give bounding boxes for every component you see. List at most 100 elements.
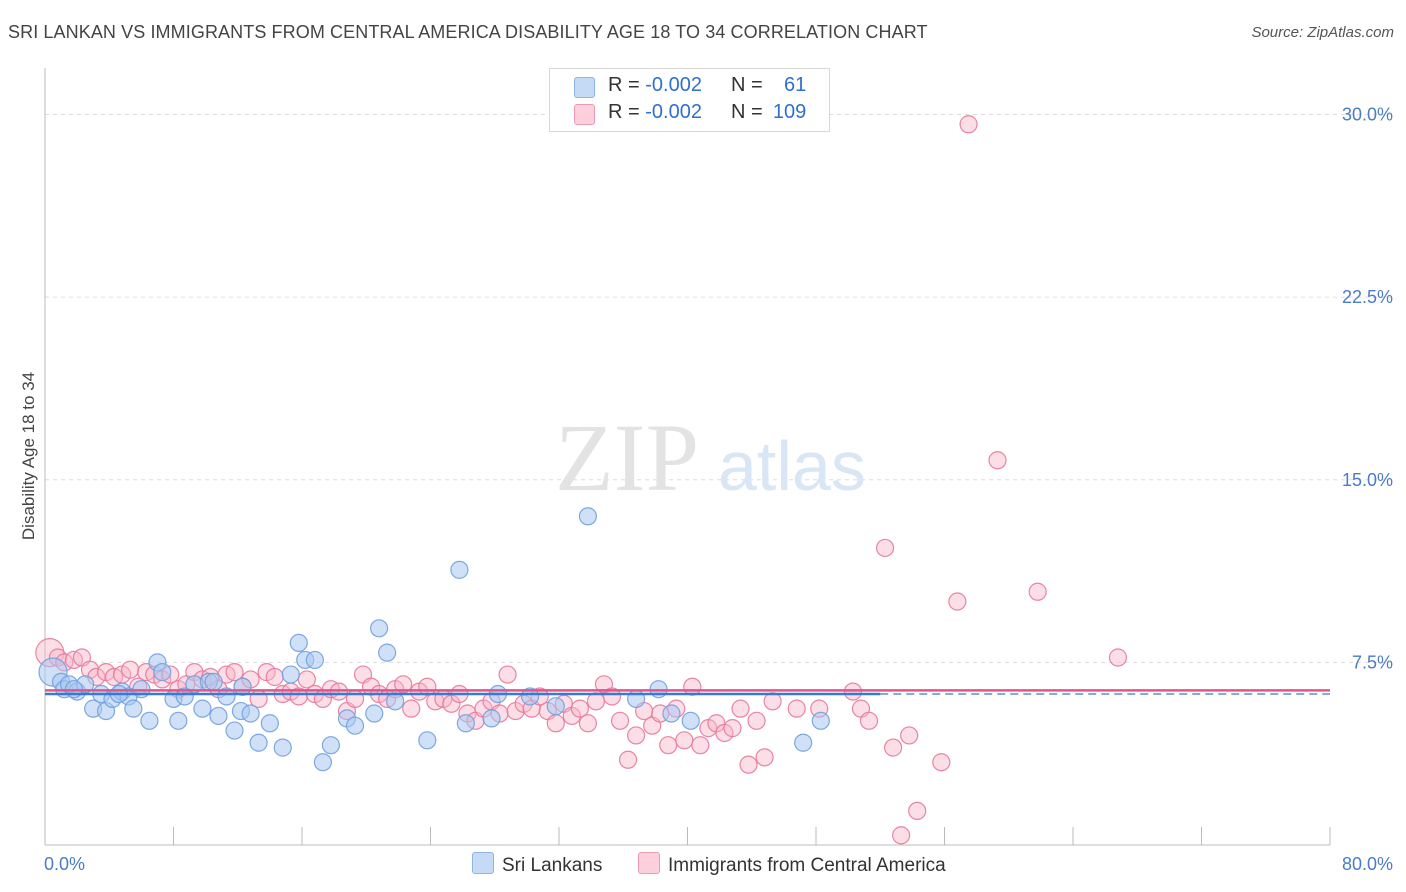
data-point-sri-lankans	[225, 721, 244, 740]
legend-r-value: -0.002	[645, 74, 702, 96]
legend-row-sri-lankans: R = -0.002 N = 61	[550, 74, 829, 100]
data-point-sri-lankans	[289, 633, 308, 653]
x-tick-label: 80.0%	[1342, 854, 1393, 874]
chart-title: SRI LANKAN VS IMMIGRANTS FROM CENTRAL AM…	[8, 22, 928, 42]
y-tick-label: 15.0%	[1342, 470, 1393, 490]
data-point-sri-lankans	[482, 709, 501, 728]
data-point-immigrants	[675, 731, 694, 750]
data-point-immigrants	[900, 726, 919, 745]
data-point-sri-lankans	[681, 711, 700, 730]
data-point-sri-lankans	[546, 697, 565, 716]
data-point-sri-lankans	[313, 753, 332, 772]
data-point-sri-lankans	[241, 704, 260, 723]
legend-n-value: 61	[784, 74, 807, 96]
data-point-immigrants	[908, 801, 927, 821]
y-tick-label: 30.0%	[1342, 105, 1393, 125]
data-point-sri-lankans	[175, 687, 194, 706]
data-point-sri-lankans	[520, 687, 540, 706]
legend-n-value: 109	[772, 101, 807, 123]
data-point-immigrants	[570, 699, 589, 718]
source-label: Source: ZipAtlas.com	[1251, 24, 1394, 41]
data-point-sri-lankans	[321, 736, 341, 755]
data-point-immigrants	[739, 755, 758, 774]
watermark: ZIP atlas	[555, 404, 866, 511]
data-point-sri-lankans	[365, 704, 384, 723]
data-point-immigrants	[121, 660, 140, 679]
x-tick-label: 0.0%	[44, 854, 85, 874]
data-point-immigrants	[602, 687, 622, 706]
data-point-immigrants	[683, 677, 702, 696]
legend-swatch-immigrants	[574, 104, 595, 125]
data-point-sri-lankans	[662, 704, 681, 723]
data-point-immigrants	[498, 665, 517, 684]
legend-r-label: R =	[608, 74, 646, 96]
data-point-immigrants	[578, 714, 598, 733]
legend-swatch-sri-lankans	[574, 77, 595, 98]
data-point-sri-lankans	[281, 665, 300, 684]
data-point-immigrants	[932, 753, 951, 772]
data-point-sri-lankans	[794, 733, 813, 752]
data-point-immigrants	[883, 738, 903, 757]
data-point-immigrants	[618, 750, 638, 769]
data-point-immigrants	[787, 699, 806, 718]
data-point-sri-lankans	[140, 711, 159, 730]
bottom-legend-swatch-immigrants	[638, 852, 660, 874]
trend-lines	[45, 689, 1330, 696]
data-point-sri-lankans	[456, 714, 475, 733]
bottom-legend-sri-lankans: Sri Lankans	[472, 852, 602, 877]
legend-r-value: -0.002	[645, 101, 702, 123]
data-point-sri-lankans	[204, 672, 223, 691]
bottom-legend-swatch-sri-lankans	[472, 852, 494, 874]
data-point-sri-lankans	[386, 692, 405, 711]
data-point-sri-lankans	[578, 507, 598, 526]
correlation-legend: R = -0.002 N = 61 R = -0.002 N = 109	[549, 68, 830, 132]
data-point-sri-lankans	[169, 711, 188, 730]
data-point-sri-lankans	[378, 643, 397, 662]
data-point-immigrants	[892, 826, 911, 845]
data-point-immigrants	[1108, 648, 1128, 667]
data-point-sri-lankans	[450, 560, 469, 579]
data-point-immigrants	[659, 736, 678, 755]
bottom-legend-label-sri-lankans: Sri Lankans	[502, 855, 603, 876]
legend-r-label: R =	[608, 101, 646, 123]
y-axis-title: Disability Age 18 to 34	[19, 372, 38, 540]
data-point-sri-lankans	[305, 650, 324, 670]
data-point-sri-lankans	[370, 619, 389, 638]
data-point-immigrants	[546, 714, 565, 733]
data-point-immigrants	[225, 663, 244, 682]
data-point-sri-lankans	[153, 663, 172, 682]
data-point-sri-lankans	[811, 711, 830, 730]
data-point-immigrants	[859, 711, 879, 730]
data-point-sri-lankans	[124, 699, 143, 718]
data-point-immigrants	[723, 719, 742, 738]
data-point-sri-lankans	[249, 733, 268, 752]
data-point-immigrants	[959, 115, 978, 134]
axis-labels: 7.5% 15.0% 22.5% 30.0% 0.0% 80.0% Disability A…	[19, 105, 1393, 874]
data-point-sri-lankans	[345, 716, 365, 735]
data-point-sri-lankans	[260, 714, 279, 733]
data-point-immigrants	[1028, 582, 1047, 601]
data-point-immigrants	[691, 736, 710, 755]
data-point-immigrants	[265, 667, 284, 687]
data-point-immigrants	[626, 726, 646, 745]
data-point-sri-lankans	[209, 706, 228, 726]
bottom-legend-immigrants: Immigrants from Central America	[638, 852, 946, 877]
data-point-immigrants	[763, 692, 782, 711]
grid-lines	[45, 114, 1392, 663]
data-point-sri-lankans	[418, 731, 437, 750]
data-point-sri-lankans	[233, 677, 252, 696]
data-point-immigrants	[875, 538, 895, 558]
data-point-immigrants	[610, 711, 630, 730]
legend-row-immigrants: R = -0.002 N = 109	[550, 101, 829, 127]
watermark-atlas: atlas	[718, 427, 866, 505]
data-point-immigrants	[988, 451, 1007, 470]
data-point-immigrants	[586, 692, 606, 711]
data-point-immigrants	[731, 699, 750, 718]
data-point-immigrants	[747, 711, 766, 730]
legend-n-label: N =	[731, 101, 769, 123]
data-point-sri-lankans	[273, 738, 292, 757]
axes	[44, 68, 1331, 846]
bottom-legend-label-immigrants: Immigrants from Central America	[668, 855, 946, 876]
data-point-sri-lankans	[193, 699, 212, 718]
